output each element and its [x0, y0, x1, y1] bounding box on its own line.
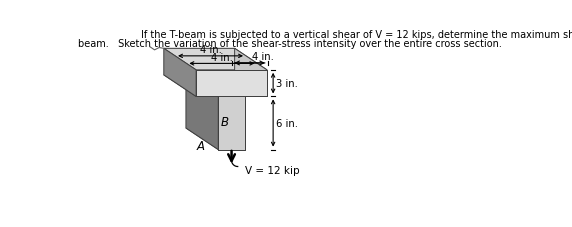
Polygon shape	[164, 49, 267, 71]
Polygon shape	[219, 97, 245, 150]
Polygon shape	[196, 71, 267, 97]
Text: 4 in.: 4 in.	[211, 53, 233, 63]
Polygon shape	[212, 76, 267, 97]
Polygon shape	[164, 49, 196, 97]
Text: 4 in.: 4 in.	[200, 45, 221, 55]
Text: B: B	[221, 116, 229, 128]
Text: If the T-beam is subjected to a vertical shear of V = 12 kips, determine the max: If the T-beam is subjected to a vertical…	[141, 30, 572, 40]
Polygon shape	[186, 128, 245, 150]
Polygon shape	[212, 76, 245, 150]
Text: 4 in.: 4 in.	[252, 52, 273, 62]
Text: 6 in.: 6 in.	[276, 118, 298, 128]
Text: V = 12 kip: V = 12 kip	[245, 165, 299, 175]
Polygon shape	[164, 76, 219, 97]
Text: A: A	[197, 139, 205, 152]
Polygon shape	[164, 49, 235, 128]
Polygon shape	[235, 49, 267, 97]
Text: beam.   Sketch the variation of the shear-stress intensity over the entire cross: beam. Sketch the variation of the shear-…	[78, 39, 502, 49]
Text: 3 in.: 3 in.	[276, 79, 298, 89]
Polygon shape	[186, 76, 219, 150]
